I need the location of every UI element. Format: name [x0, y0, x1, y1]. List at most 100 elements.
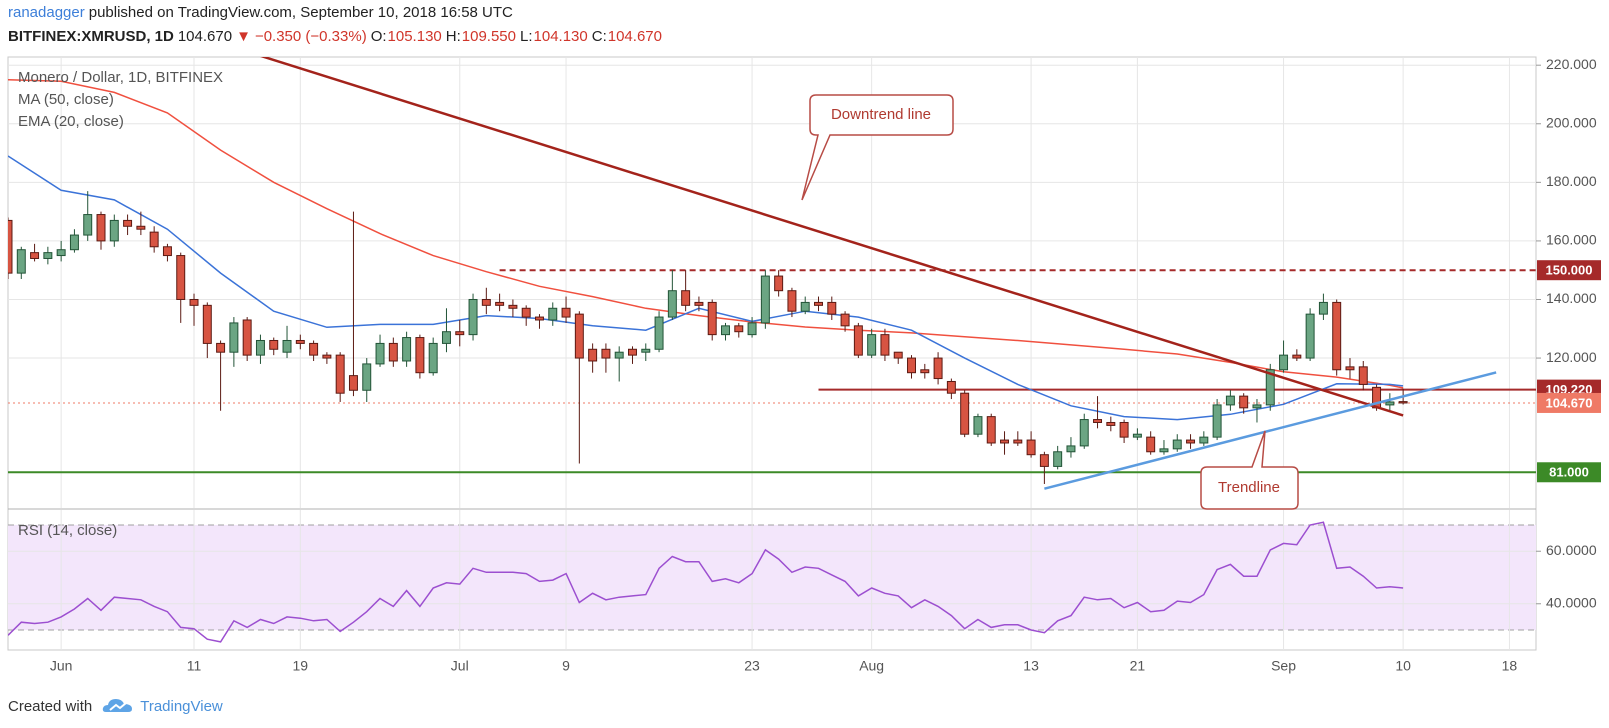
trend-line	[260, 57, 1404, 417]
low-label: L:	[520, 28, 533, 45]
candle-body	[614, 351, 624, 359]
candle-body	[933, 357, 943, 380]
created-with: Created with	[8, 697, 93, 715]
last-price: 104.670	[177, 28, 233, 45]
candle-body	[1358, 366, 1368, 385]
x-tick-label: 21	[1130, 658, 1146, 674]
candle-body	[1385, 401, 1395, 406]
candle-body	[667, 290, 677, 318]
price-label: 81.000	[1549, 465, 1589, 480]
symbol: BITFINEX:XMRUSD, 1D	[8, 28, 174, 45]
candle-body	[43, 252, 53, 259]
candle-body	[56, 249, 66, 257]
published: published on TradingView.com, September …	[88, 4, 513, 21]
panel-labels: 40.0000 60.0000 Jun 11 19 Jul 9 23 Aug 13 21 Sep 10 1…	[18, 522, 1597, 674]
candle-body	[229, 322, 239, 353]
candle-body	[96, 214, 106, 242]
y-tick-label: 180.000	[1546, 173, 1597, 189]
y-tick-label: 60.0000	[1546, 542, 1597, 558]
candle-body	[468, 298, 478, 336]
candle-body	[574, 313, 584, 359]
candle-body	[83, 214, 93, 236]
candle-body	[1279, 354, 1289, 371]
candle-body	[348, 375, 358, 391]
chart: 120.000 140.000 160.000 180.000 200.000 220.0…	[7, 56, 1601, 674]
trendline-callout: Trendline	[1200, 430, 1299, 510]
candle-body	[1013, 439, 1023, 444]
candle-body	[641, 348, 651, 353]
x-tick-label: 9	[562, 658, 570, 674]
series-line	[8, 521, 1404, 643]
candle-body	[441, 331, 451, 344]
candle-body	[840, 313, 850, 327]
x-tick-label: Sep	[1271, 658, 1296, 674]
x-tick-label: 13	[1023, 658, 1039, 674]
x-tick-label: Jul	[451, 658, 469, 674]
candle-body	[867, 334, 877, 356]
candle-body	[1039, 454, 1049, 467]
plot-layer: 120.000 140.000 160.000 180.000 200.000 220.0…	[8, 56, 1601, 674]
candle-body	[1079, 419, 1089, 447]
x-tick-label: 11	[187, 658, 202, 674]
brand[interactable]: TradingView	[140, 697, 223, 715]
y-tick-label: 120.000	[1546, 349, 1597, 365]
candle-body	[1159, 448, 1169, 453]
candle-body	[428, 342, 438, 374]
candle-body	[1186, 439, 1196, 444]
panel	[8, 510, 1536, 650]
price-label: 104.670	[1546, 395, 1593, 410]
candle-body	[1119, 421, 1129, 438]
candle-body	[521, 307, 531, 318]
candle-body	[561, 307, 571, 318]
annotation: Trendline	[1218, 479, 1280, 496]
candle-body	[707, 301, 717, 336]
candle-body	[388, 342, 398, 362]
rsi-band	[8, 524, 1536, 631]
price-label-box	[1537, 392, 1601, 413]
candle-body	[774, 275, 784, 292]
candle-body	[1172, 439, 1182, 450]
candle-body	[588, 348, 598, 362]
candle-body	[242, 319, 252, 356]
candle-body	[1318, 301, 1328, 315]
candle-body	[495, 301, 505, 306]
change-arrow: ▼	[236, 28, 251, 45]
y-tick-label: 160.000	[1546, 232, 1597, 248]
candle-body	[136, 225, 146, 230]
candle-body	[760, 275, 770, 324]
candle-body	[1292, 354, 1302, 359]
footer: Created with TradingView	[8, 696, 223, 716]
open-label: O:	[370, 28, 387, 45]
legend-entry: RSI (14, close)	[18, 522, 117, 539]
candle-body	[295, 339, 305, 344]
candle-body	[800, 301, 810, 312]
candle-body	[309, 342, 319, 356]
candle-body	[1026, 439, 1036, 456]
candle-body	[534, 316, 544, 321]
candle-body	[1199, 436, 1209, 444]
candle-body	[362, 363, 372, 391]
legend-entry: EMA (20, close)	[18, 113, 124, 130]
candle-body	[548, 307, 558, 321]
y-tick-label: 220.000	[1546, 56, 1597, 72]
low-value: 104.130	[533, 28, 588, 45]
candle-body	[986, 416, 996, 444]
candle-body	[189, 298, 199, 306]
candle-body	[814, 301, 823, 306]
author[interactable]: ranadagger	[8, 4, 85, 21]
x-tick-label: Jun	[50, 658, 73, 674]
candle-body	[1345, 366, 1355, 371]
price-label-box	[1537, 462, 1601, 483]
candle-body	[123, 219, 133, 227]
x-tick-label: 10	[1395, 658, 1411, 674]
callout-shape	[1200, 430, 1299, 510]
candle-body	[1106, 421, 1116, 426]
candle-body	[946, 380, 956, 394]
candle-body	[1000, 439, 1010, 444]
candle-body	[162, 246, 172, 257]
candle-body	[402, 337, 412, 362]
close-value: 104.670	[607, 28, 662, 45]
close-label: C:	[591, 28, 607, 45]
trend-line	[1044, 371, 1497, 490]
